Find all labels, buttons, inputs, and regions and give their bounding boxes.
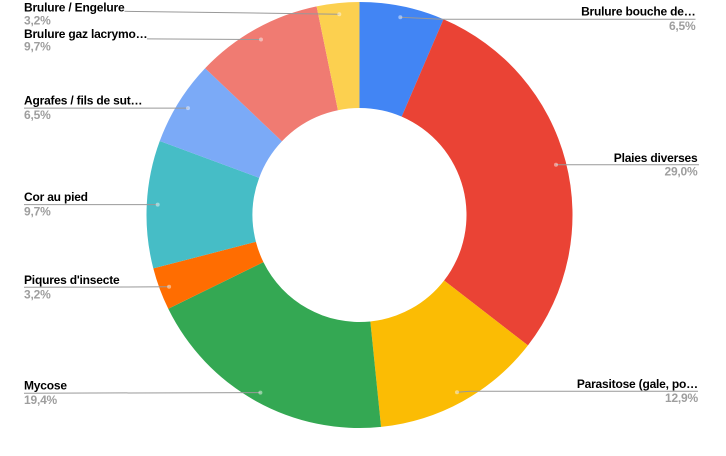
svg-text:3,2%: 3,2% bbox=[24, 287, 51, 301]
svg-text:9,7%: 9,7% bbox=[24, 204, 51, 218]
svg-text:Agrafes / fils de sut…: Agrafes / fils de sut… bbox=[24, 93, 142, 107]
svg-text:Piqures d'insecte: Piqures d'insecte bbox=[24, 273, 120, 287]
svg-text:Brulure / Engelure: Brulure / Engelure bbox=[24, 0, 125, 14]
svg-text:9,7%: 9,7% bbox=[24, 40, 51, 54]
svg-text:6,5%: 6,5% bbox=[24, 108, 51, 122]
svg-text:6,5%: 6,5% bbox=[669, 19, 696, 33]
svg-text:Plaies diverses: Plaies diverses bbox=[614, 151, 698, 165]
svg-text:Brulure bouche de…: Brulure bouche de… bbox=[581, 5, 695, 19]
svg-text:19,4%: 19,4% bbox=[24, 393, 58, 407]
svg-text:29,0%: 29,0% bbox=[664, 164, 698, 178]
svg-text:Parasitose (gale, po…: Parasitose (gale, po… bbox=[577, 377, 698, 391]
svg-text:Mycose: Mycose bbox=[24, 379, 67, 393]
svg-text:Brulure gaz lacrymo…: Brulure gaz lacrymo… bbox=[24, 27, 147, 41]
svg-text:3,2%: 3,2% bbox=[24, 14, 51, 28]
svg-text:12,9%: 12,9% bbox=[665, 391, 699, 405]
svg-text:Cor au pied: Cor au pied bbox=[24, 190, 88, 204]
